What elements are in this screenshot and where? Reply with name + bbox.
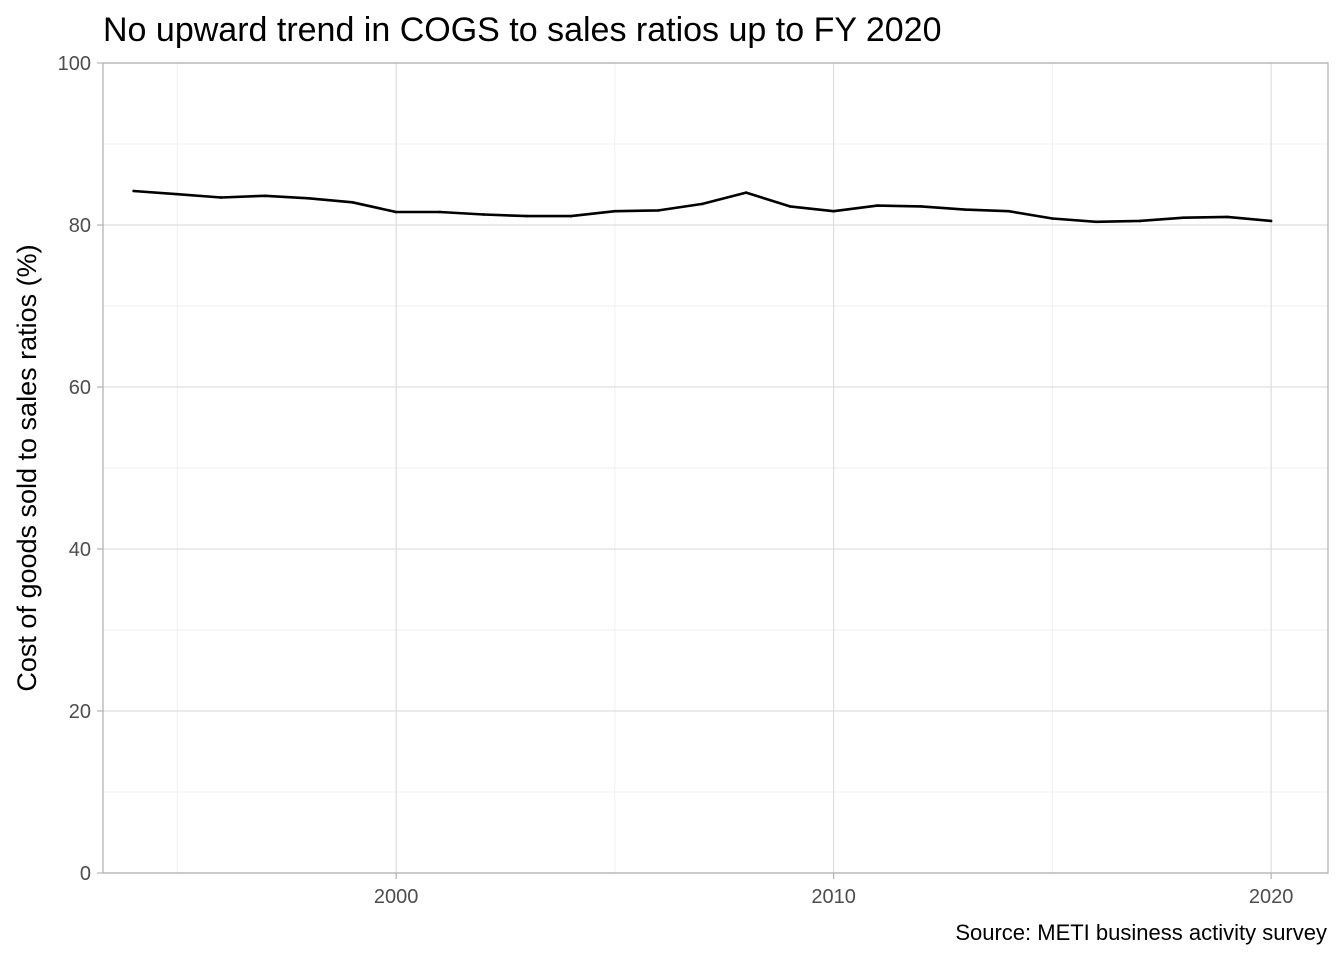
y-axis-ticks: 0 20 40 60 80 100 bbox=[58, 53, 103, 885]
data-point bbox=[351, 201, 354, 204]
y-tick-label: 100 bbox=[58, 53, 91, 75]
chart-caption: Source: METI business activity survey bbox=[955, 920, 1327, 945]
data-point bbox=[394, 210, 398, 214]
data-point bbox=[876, 204, 879, 207]
data-point bbox=[832, 209, 835, 213]
data-point bbox=[613, 209, 617, 213]
data-point bbox=[788, 205, 792, 208]
x-tick-label: 2010 bbox=[811, 886, 856, 908]
data-point bbox=[569, 214, 573, 218]
data-point bbox=[482, 213, 485, 216]
y-tick-label: 80 bbox=[69, 215, 91, 237]
series-line bbox=[133, 189, 1272, 224]
y-axis-label: Cost of goods sold to sales ratios (%) bbox=[12, 244, 42, 691]
data-point bbox=[1226, 215, 1229, 219]
data-point bbox=[701, 202, 704, 206]
data-point bbox=[1138, 219, 1142, 223]
y-tick-label: 40 bbox=[69, 539, 91, 561]
y-tick-label: 20 bbox=[69, 701, 91, 723]
data-point bbox=[1094, 220, 1098, 224]
data-point bbox=[963, 208, 967, 211]
data-point bbox=[1007, 209, 1010, 213]
data-point bbox=[219, 196, 223, 199]
chart-title: No upward trend in COGS to sales ratios … bbox=[103, 11, 941, 49]
data-point bbox=[1051, 217, 1054, 220]
data-point bbox=[526, 214, 529, 218]
data-point bbox=[263, 194, 267, 198]
series-layer bbox=[132, 189, 1273, 224]
data-point bbox=[919, 205, 923, 208]
x-axis-ticks: 2000 2010 2020 bbox=[374, 873, 1294, 908]
data-point bbox=[132, 189, 135, 193]
data-point bbox=[176, 192, 179, 196]
data-point bbox=[438, 210, 442, 214]
plot-border bbox=[102, 62, 1329, 874]
data-point bbox=[1269, 219, 1273, 223]
x-tick-label: 2020 bbox=[1249, 886, 1294, 908]
data-point bbox=[307, 196, 310, 200]
y-tick-label: 60 bbox=[69, 377, 91, 399]
y-tick-label: 0 bbox=[80, 863, 91, 885]
x-tick-label: 2000 bbox=[374, 886, 419, 908]
minor-gridlines bbox=[103, 63, 1328, 873]
data-point bbox=[1182, 216, 1185, 220]
data-point bbox=[657, 209, 660, 212]
data-point bbox=[744, 191, 748, 194]
